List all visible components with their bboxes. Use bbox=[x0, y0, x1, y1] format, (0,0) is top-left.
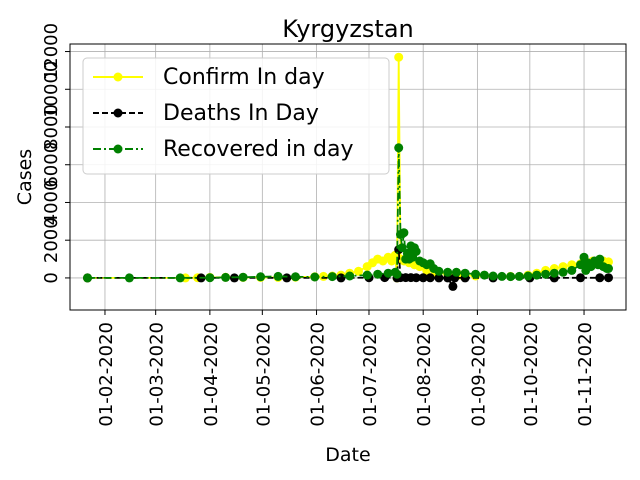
data-point bbox=[411, 247, 421, 256]
data-point bbox=[434, 266, 444, 276]
data-point bbox=[488, 271, 498, 281]
data-point bbox=[471, 269, 481, 279]
data-point bbox=[394, 52, 404, 62]
x-tick-label: 01-10-2020 bbox=[521, 322, 542, 427]
data-point bbox=[541, 269, 551, 279]
series-1 bbox=[83, 245, 613, 291]
data-point bbox=[373, 269, 383, 279]
data-point bbox=[595, 273, 605, 283]
series-layer bbox=[83, 52, 613, 291]
data-point bbox=[310, 272, 320, 282]
data-point bbox=[205, 273, 215, 283]
data-point bbox=[362, 270, 372, 280]
data-point bbox=[392, 269, 402, 279]
data-point bbox=[397, 243, 407, 253]
data-point bbox=[497, 271, 507, 281]
data-point bbox=[558, 267, 568, 277]
data-point bbox=[124, 273, 134, 283]
y-tick-label: 10000 bbox=[41, 61, 62, 118]
x-tick-label: 01-07-2020 bbox=[360, 322, 381, 427]
data-point bbox=[238, 272, 248, 282]
data-point bbox=[434, 273, 444, 283]
x-tick-label: 01-03-2020 bbox=[147, 322, 168, 427]
data-point bbox=[383, 268, 393, 278]
data-point bbox=[576, 260, 585, 270]
data-point bbox=[448, 281, 458, 291]
y-axis-label: Cases bbox=[14, 149, 36, 205]
data-point bbox=[425, 273, 435, 283]
data-point bbox=[399, 228, 409, 238]
data-point bbox=[523, 271, 533, 281]
data-point bbox=[327, 272, 337, 282]
plot-area-frame bbox=[69, 43, 627, 311]
data-point bbox=[221, 272, 231, 282]
y-tick-label: 6000 bbox=[41, 142, 62, 188]
data-point bbox=[514, 271, 524, 281]
x-tick-label: 01-08-2020 bbox=[414, 322, 435, 427]
data-point bbox=[604, 273, 613, 283]
data-point bbox=[506, 272, 516, 282]
data-point bbox=[256, 272, 266, 282]
x-axis-label: Date bbox=[325, 444, 370, 466]
x-tick-label: 01-06-2020 bbox=[308, 322, 329, 427]
data-point bbox=[479, 270, 489, 280]
x-tick-label: 01-05-2020 bbox=[253, 322, 274, 427]
legend-marker bbox=[113, 72, 123, 82]
data-point bbox=[532, 270, 542, 280]
data-point bbox=[394, 143, 404, 153]
series-line bbox=[87, 249, 609, 289]
data-point bbox=[567, 265, 577, 275]
chart-title: Kyrgyzstan bbox=[282, 15, 414, 43]
y-tick-label: 0 bbox=[41, 272, 62, 283]
x-axis: 01-02-2020 01-03-2020 01-04-2020 01-05-2020… bbox=[96, 310, 596, 427]
legend-marker bbox=[113, 108, 123, 118]
x-tick-label: 01-02-2020 bbox=[96, 322, 117, 427]
data-point bbox=[549, 268, 559, 278]
series-2 bbox=[83, 143, 613, 283]
data-point bbox=[451, 267, 461, 277]
legend-marker bbox=[113, 144, 123, 154]
data-point bbox=[83, 273, 92, 283]
legend: Confirm In day Deaths In Day Recovered in … bbox=[82, 57, 390, 175]
data-point bbox=[460, 268, 470, 278]
data-point bbox=[175, 273, 185, 283]
x-tick-label: 01-11-2020 bbox=[575, 322, 596, 427]
data-point bbox=[291, 272, 300, 282]
data-point bbox=[595, 254, 605, 264]
y-tick-label: 12000 bbox=[41, 23, 62, 80]
y-tick-label: 8000 bbox=[41, 104, 62, 150]
data-point bbox=[604, 264, 613, 273]
y-tick-label: 2000 bbox=[41, 217, 62, 263]
legend-label: Confirm In day bbox=[163, 65, 325, 90]
data-point bbox=[411, 273, 421, 283]
legend-box bbox=[82, 57, 390, 175]
x-tick-label: 01-04-2020 bbox=[201, 322, 222, 427]
data-point bbox=[354, 266, 363, 276]
data-point bbox=[336, 273, 346, 283]
data-point bbox=[443, 267, 453, 277]
data-point bbox=[418, 273, 428, 283]
x-tick-label: 01-09-2020 bbox=[468, 322, 489, 427]
legend-label: Deaths In Day bbox=[163, 101, 319, 126]
data-point bbox=[273, 271, 283, 281]
y-tick-label: 4000 bbox=[41, 180, 62, 226]
data-point bbox=[345, 271, 355, 281]
data-point bbox=[282, 273, 292, 283]
legend-label: Recovered in day bbox=[163, 137, 354, 162]
data-point bbox=[576, 273, 585, 283]
